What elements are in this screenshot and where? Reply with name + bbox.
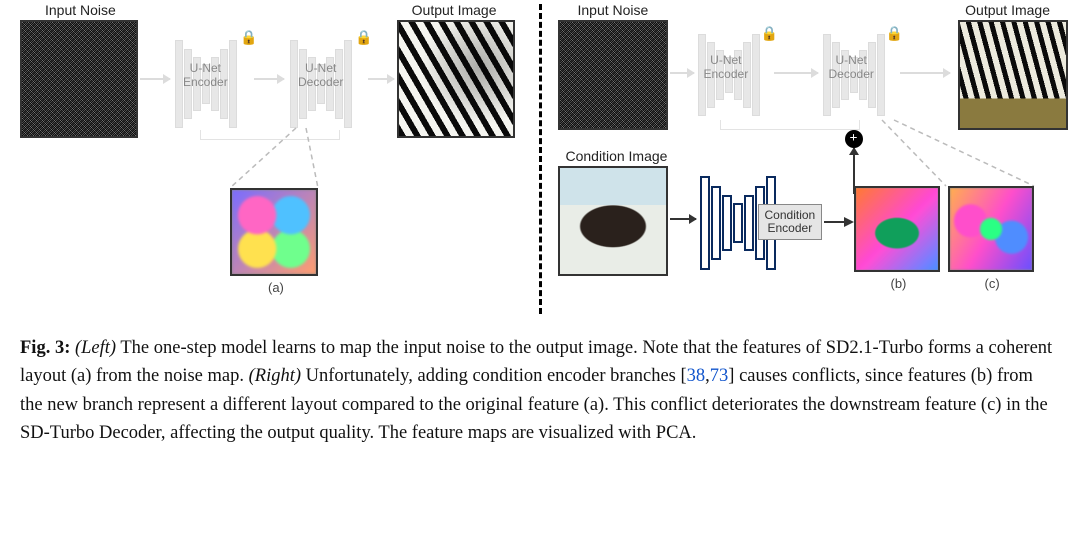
sublabel-c: (c) bbox=[985, 276, 1000, 291]
panel-divider bbox=[539, 4, 542, 314]
fig-label: Fig. 3: bbox=[20, 338, 70, 358]
skip-connection bbox=[720, 120, 860, 130]
unet-encoder bbox=[175, 40, 237, 128]
unet-decoder bbox=[823, 34, 885, 116]
condition-image bbox=[558, 166, 668, 276]
condition-encoder-label: Condition Encoder bbox=[758, 204, 823, 240]
right-panel: Input Noise Output Image U-Net Encoder 🔒 bbox=[548, 0, 1080, 320]
sublabel-b: (b) bbox=[891, 276, 907, 291]
label-condition-image: Condition Image bbox=[566, 148, 668, 164]
label-input-noise: Input Noise bbox=[45, 2, 116, 18]
feature-map-b bbox=[854, 186, 940, 272]
output-image bbox=[397, 20, 515, 138]
arrow-icon bbox=[254, 78, 284, 80]
lock-icon: 🔒 bbox=[886, 26, 903, 43]
arrow-icon bbox=[900, 72, 950, 74]
left-tag: (Left) bbox=[75, 338, 116, 358]
figure-area: Input Noise Output Image U-Net Encoder 🔒 bbox=[0, 0, 1080, 320]
arrow-icon bbox=[368, 78, 394, 80]
arrow-icon bbox=[774, 72, 818, 74]
unet-encoder bbox=[698, 34, 760, 116]
lock-icon: 🔒 bbox=[761, 26, 778, 43]
feature-map-a bbox=[230, 188, 318, 276]
right-tag: (Right) bbox=[249, 366, 301, 386]
output-image bbox=[958, 20, 1068, 130]
sublabel-a: (a) bbox=[268, 280, 284, 295]
input-noise-image bbox=[558, 20, 668, 130]
label-input-noise: Input Noise bbox=[578, 2, 649, 18]
arrow-icon bbox=[670, 218, 696, 220]
lock-icon: 🔒 bbox=[240, 30, 257, 47]
unet-decoder bbox=[290, 40, 352, 128]
figure-caption: Fig. 3: (Left) The one-step model learns… bbox=[0, 320, 1080, 448]
label-output-image: Output Image bbox=[965, 2, 1050, 18]
skip-connection bbox=[200, 130, 340, 140]
label-output-image: Output Image bbox=[412, 2, 497, 18]
arrow-icon bbox=[670, 72, 694, 74]
arrow-icon bbox=[140, 78, 170, 80]
citation-link[interactable]: 38 bbox=[687, 366, 706, 386]
left-panel: Input Noise Output Image U-Net Encoder 🔒 bbox=[0, 0, 533, 320]
feature-map-c bbox=[948, 186, 1034, 272]
plus-badge: + bbox=[845, 130, 863, 148]
input-noise-image bbox=[20, 20, 138, 138]
condition-encoder-label-l1: Condition bbox=[765, 208, 816, 222]
caption-right-pre: Unfortunately, adding condition encoder … bbox=[301, 366, 687, 386]
citation-link[interactable]: 73 bbox=[710, 366, 729, 386]
lock-icon: 🔒 bbox=[355, 30, 372, 47]
condition-encoder-label-l2: Encoder bbox=[768, 221, 813, 235]
